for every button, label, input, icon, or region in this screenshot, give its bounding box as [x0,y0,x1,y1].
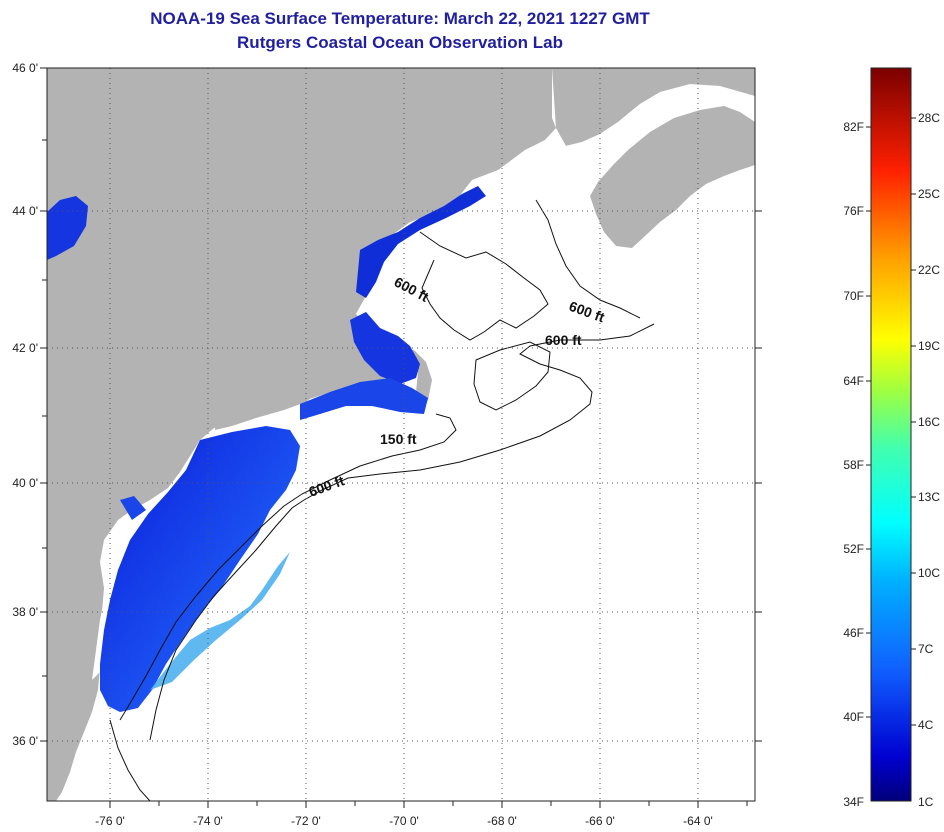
contour-600ft-shelf [149,323,655,741]
colorbar-label-f: 58F [843,458,864,472]
contour-coast-south [109,719,151,801]
colorbar-label-c: 4C [918,718,934,732]
lat-label: 36 0' [12,734,38,748]
colorbar-label-f: 52F [843,542,864,556]
contour-gulf-of-maine [419,231,549,341]
colorbar-label-c: 7C [918,642,934,656]
bathymetry-contours [109,199,655,801]
colorbar-label-f: 40F [843,710,864,724]
map-title: NOAA-19 Sea Surface Temperature: March 2… [150,9,650,28]
lat-label: 40 0' [12,476,38,490]
lat-label: 44 0' [12,204,38,218]
bay-of-fundy [564,94,680,170]
land-canada [552,68,755,248]
lon-label: -66 0' [585,814,615,828]
sst-southern-ne [300,378,428,420]
sst-delaware-bay [120,496,146,520]
colorbar-label-c: 1C [918,795,934,809]
land-mainland [47,68,556,801]
lon-label: -68 0' [487,814,517,828]
lat-label: 46 0' [12,61,38,75]
contour-150ft-shelf [119,413,457,721]
lon-label: -74 0' [193,814,223,828]
chesapeake-bay [92,520,124,680]
lat-label: 42 0' [12,341,38,355]
contour-scotian [535,199,641,319]
lake-ontario-sst [47,196,88,260]
colorbar-label-f: 34F [843,795,864,809]
map-gridlines [47,68,755,801]
colorbar-label-f: 82F [843,120,864,134]
colorbar-label-c: 25C [918,187,940,201]
colorbar-label-c: 16C [918,415,940,429]
lon-label: -70 0' [389,814,419,828]
map-frame [46,67,756,802]
temperature-colorbar [870,67,912,802]
colorbar-label-c: 22C [918,263,940,277]
sst-massachusetts-bay [350,312,420,384]
sst-warm-edge [150,552,290,690]
map-subtitle: Rutgers Coastal Ocean Observation Lab [237,33,563,52]
sst-gulf-of-maine-coast [356,186,486,298]
colorbar-ticks [866,117,916,726]
colorbar-label-c: 19C [918,339,940,353]
colorbar-label-c: 28C [918,111,940,125]
lon-label: -76 0' [95,814,125,828]
contour-label: 600 ft [545,332,582,348]
colorbar-label-f: 64F [843,374,864,388]
lon-label: -72 0' [291,814,321,828]
colorbar-label-f: 46F [843,626,864,640]
colorbar-label-f: 70F [843,289,864,303]
colorbar-label-f: 76F [843,204,864,218]
colorbar-label-c: 10C [918,566,940,580]
contour-label: 150 ft [380,431,417,447]
contour-georges-bank [473,341,551,411]
land-long-island [215,392,318,430]
colorbar-label-c: 13C [918,490,940,504]
lat-label: 38 0' [12,605,38,619]
map-ticks [40,67,762,808]
sst-mid-atlantic [100,426,300,712]
lon-label: -64 0' [683,814,713,828]
